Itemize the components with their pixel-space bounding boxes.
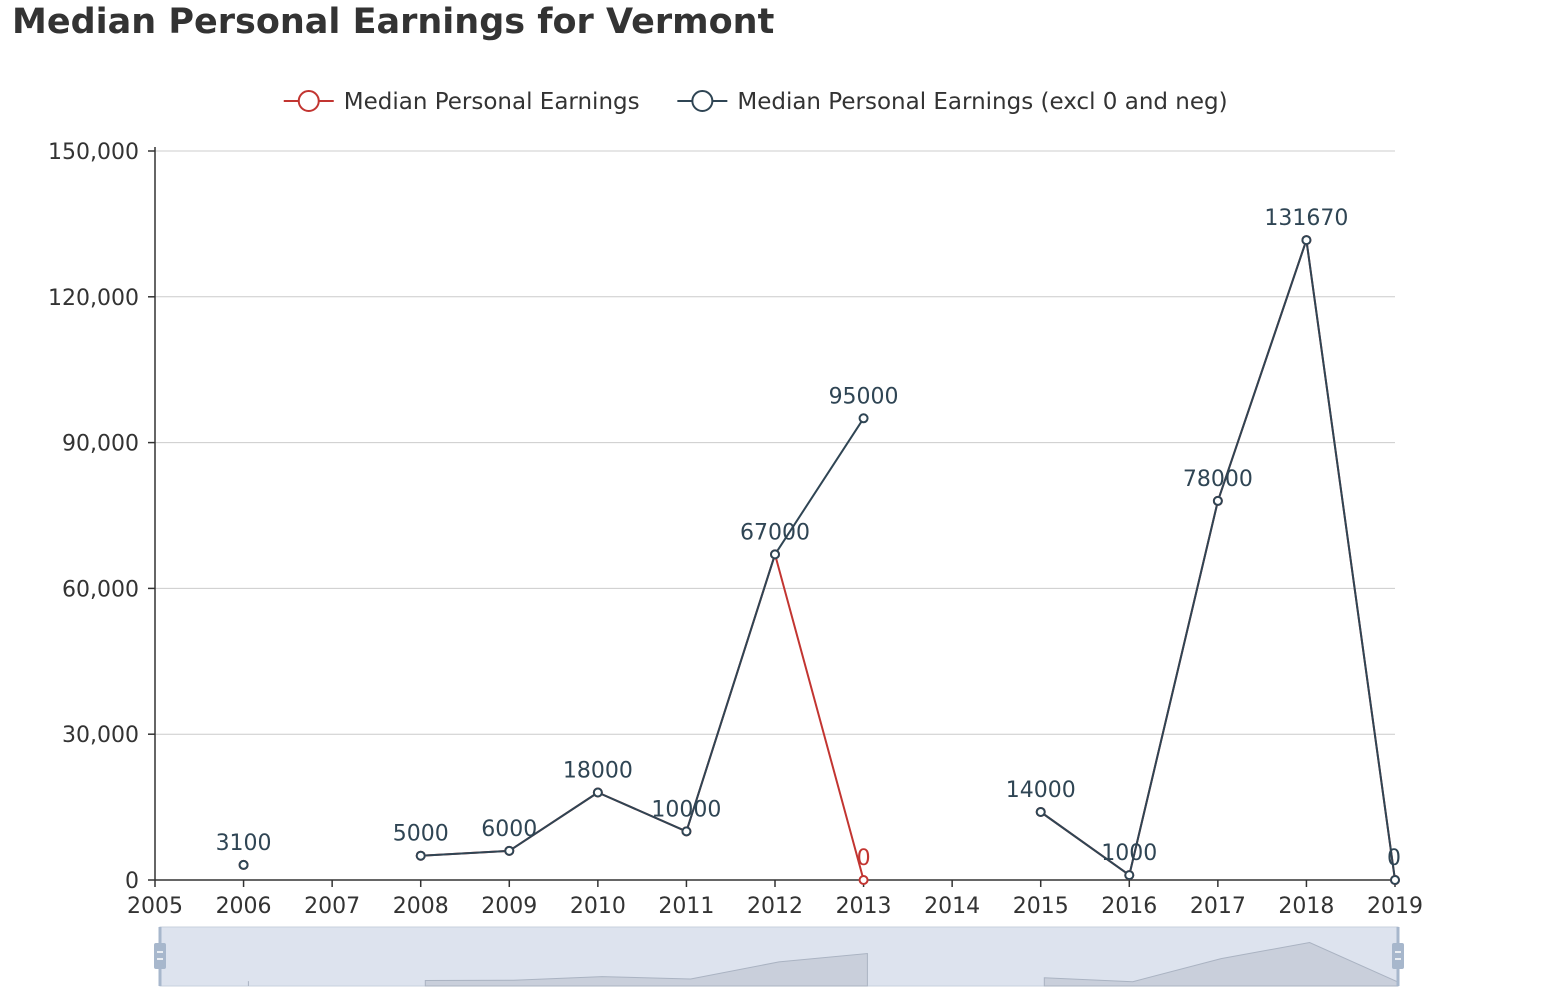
data-point[interactable] (681, 826, 692, 837)
data-label: 3100 (216, 831, 272, 856)
x-tick-label: 2019 (1367, 894, 1423, 919)
zoom-handle-left[interactable] (154, 943, 166, 969)
x-tick-label: 2018 (1278, 894, 1334, 919)
data-point[interactable] (504, 845, 515, 856)
data-point[interactable] (1212, 495, 1223, 506)
legend-item-1[interactable]: Median Personal Earnings (excl 0 and neg… (677, 89, 1228, 115)
zoom-handle-right[interactable] (1392, 943, 1404, 969)
data-label: 67000 (740, 520, 810, 545)
data-label: 0 (1387, 846, 1401, 871)
data-point[interactable] (592, 787, 603, 798)
data-label: 6000 (481, 817, 537, 842)
data-label: 1000 (1101, 841, 1157, 866)
data-point[interactable] (1035, 806, 1046, 817)
data-point[interactable] (770, 549, 780, 560)
page-title: Median Personal Earnings for Vermont (12, 2, 775, 42)
y-tick-label: 150,000 (48, 140, 139, 165)
zoom-preview-area (424, 952, 868, 987)
data-point[interactable] (1390, 875, 1400, 885)
x-tick-label: 2015 (1013, 894, 1069, 919)
data-point[interactable] (1301, 235, 1312, 246)
x-tick-label: 2009 (481, 894, 537, 919)
legend-circle-icon (297, 90, 320, 112)
series-line-0 (1040, 239, 1396, 881)
data-label: 95000 (829, 384, 899, 409)
x-tick-label: 2017 (1190, 894, 1246, 919)
data-point[interactable] (1124, 870, 1135, 881)
x-tick-label: 2010 (570, 894, 626, 919)
legend-item-0[interactable]: Median Personal Earnings (283, 89, 640, 115)
axes: 0 30,000 60,000 90,000 120,000 150,000 2005 200… (48, 140, 1423, 919)
data-label: 131670 (1264, 206, 1348, 231)
data-point[interactable] (238, 859, 249, 870)
y-tick-label: 0 (125, 869, 139, 894)
y-tick-label: 90,000 (62, 432, 139, 457)
y-tick-label: 120,000 (48, 286, 139, 311)
x-tick-label: 2005 (127, 894, 183, 919)
x-tick-label: 2012 (747, 894, 803, 919)
x-tick-label: 2007 (304, 894, 360, 919)
x-tick-label: 2006 (216, 894, 272, 919)
x-tick-label: 2008 (393, 894, 449, 919)
x-tick-label: 2014 (924, 894, 980, 919)
data-label: 14000 (1006, 778, 1076, 803)
series-line-1 (1040, 239, 1396, 881)
data-point[interactable] (858, 413, 869, 424)
legend-label: Median Personal Earnings (344, 89, 640, 115)
x-tick-label: 2013 (836, 894, 892, 919)
legend-label: Median Personal Earnings (excl 0 and neg… (737, 89, 1227, 115)
data-point[interactable] (415, 850, 426, 861)
legend-circle-icon (691, 90, 714, 112)
series-line-1 (420, 417, 865, 857)
y-tick-label: 30,000 (62, 723, 139, 748)
x-tick-label: 2016 (1101, 894, 1157, 919)
data-point[interactable] (858, 875, 869, 885)
legend: Median Personal Earnings Median Personal … (283, 89, 1228, 115)
series-layer (238, 235, 1400, 885)
data-label: 18000 (563, 759, 633, 784)
grid-lines (155, 150, 1395, 735)
data-label: 0 (857, 846, 871, 871)
y-tick-label: 60,000 (62, 577, 139, 602)
data-zoom-slider[interactable] (154, 926, 1404, 987)
data-label: 78000 (1183, 467, 1253, 492)
data-label: 10000 (651, 797, 721, 822)
data-label: 5000 (393, 822, 449, 847)
x-tick-label: 2011 (658, 894, 714, 919)
